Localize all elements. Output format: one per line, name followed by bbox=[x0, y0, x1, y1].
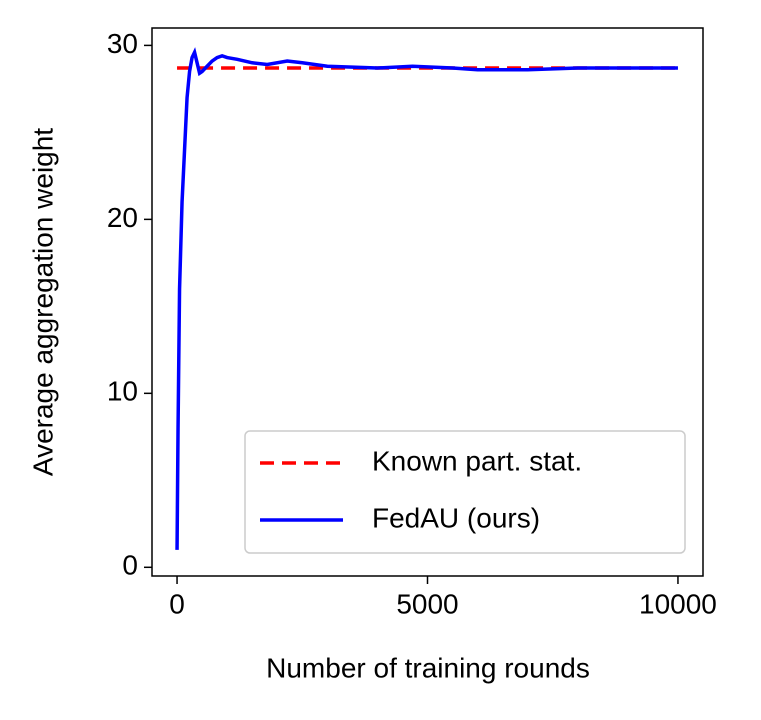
x-axis-label: Number of training rounds bbox=[266, 652, 590, 683]
y-tick-label: 10 bbox=[107, 376, 138, 407]
y-tick-label: 30 bbox=[107, 28, 138, 59]
x-tick-label: 5000 bbox=[396, 588, 458, 619]
x-tick-label: 10000 bbox=[639, 588, 717, 619]
legend-label: Known part. stat. bbox=[372, 445, 582, 476]
y-tick-label: 0 bbox=[122, 550, 138, 581]
series-line bbox=[175, 47, 678, 550]
legend-box bbox=[244, 430, 686, 554]
legend-label: FedAU (ours) bbox=[372, 502, 540, 533]
plot-frame bbox=[151, 27, 704, 577]
x-tick-label: 0 bbox=[169, 588, 185, 619]
y-tick-label: 20 bbox=[107, 202, 138, 233]
y-axis-label: Average aggregation weight bbox=[27, 128, 58, 476]
